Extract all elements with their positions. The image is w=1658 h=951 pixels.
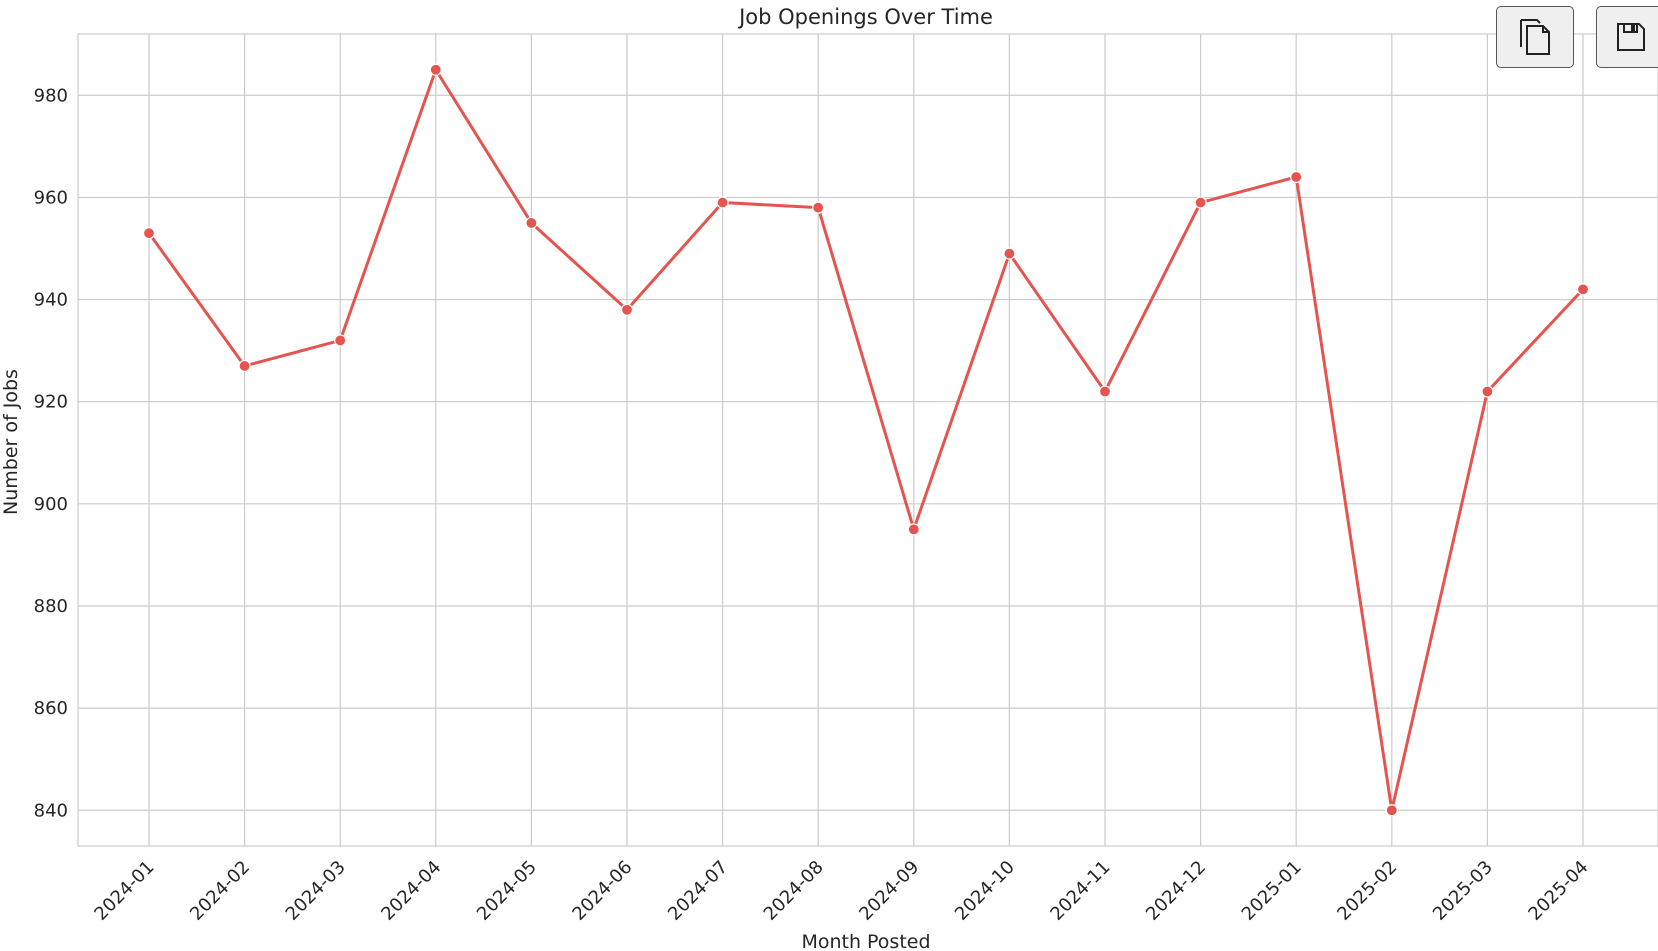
x-tick-label: 2024-10 (951, 857, 1019, 925)
save-button[interactable] (1596, 6, 1658, 68)
y-tick-label: 880 (34, 596, 68, 617)
series (142, 63, 1590, 817)
data-point (142, 227, 156, 240)
x-tick-label: 2024-11 (1046, 857, 1114, 925)
x-tick-label: 2024-04 (377, 857, 445, 925)
x-tick-label: 2025-01 (1238, 857, 1306, 925)
x-tick-label: 2024-05 (473, 857, 541, 925)
grid (78, 34, 1658, 846)
y-tick-label: 860 (34, 698, 68, 719)
x-tick-label: 2025-02 (1333, 857, 1401, 925)
data-point (1385, 804, 1398, 817)
x-tick-label: 2024-12 (1142, 857, 1210, 925)
copy-button[interactable] (1496, 6, 1574, 68)
x-tick-label: 2024-08 (760, 857, 828, 925)
x-tick-label: 2024-06 (568, 857, 636, 925)
y-tick-label: 940 (34, 290, 68, 311)
data-point (907, 523, 920, 536)
x-tick-label: 2024-02 (186, 857, 254, 925)
data-point (1194, 196, 1207, 209)
data-point (620, 303, 634, 316)
x-tick-labels: 2024-01 2024-02 2024-03 2024-04 2024-05 2024-… (90, 857, 1592, 925)
data-point (525, 216, 538, 230)
x-axis-label: Month Posted (801, 931, 930, 951)
data-point (1290, 170, 1303, 184)
save-icon (1617, 23, 1645, 51)
data-point (1576, 283, 1590, 296)
x-tick-label: 2024-01 (90, 857, 158, 925)
x-tick-label: 2025-04 (1524, 857, 1592, 925)
x-tick-label: 2024-07 (664, 857, 732, 925)
series-line (147, 68, 1585, 812)
data-point (1003, 247, 1016, 260)
data-point (334, 334, 347, 347)
y-tick-label: 960 (34, 187, 68, 208)
x-tick-label: 2024-09 (855, 857, 923, 925)
copy-icon (1520, 19, 1550, 55)
y-tick-label: 920 (34, 392, 68, 413)
y-tick-labels: 840 860 880 900 920 940 960 980 (34, 85, 68, 821)
data-point (1481, 385, 1494, 398)
data-point (238, 359, 251, 373)
x-tick-label: 2025-03 (1429, 857, 1497, 925)
data-point (812, 201, 825, 214)
y-tick-label: 900 (34, 494, 68, 515)
data-point (716, 196, 729, 209)
y-tick-label: 840 (34, 800, 68, 821)
data-point (429, 63, 442, 76)
plot-area (77, 33, 1658, 847)
y-tick-label: 980 (34, 85, 68, 106)
chart-title: Job Openings Over Time (737, 5, 993, 29)
x-tick-label: 2024-03 (282, 857, 350, 925)
data-point (1098, 385, 1112, 398)
y-axis-label: Number of Jobs (0, 369, 22, 515)
